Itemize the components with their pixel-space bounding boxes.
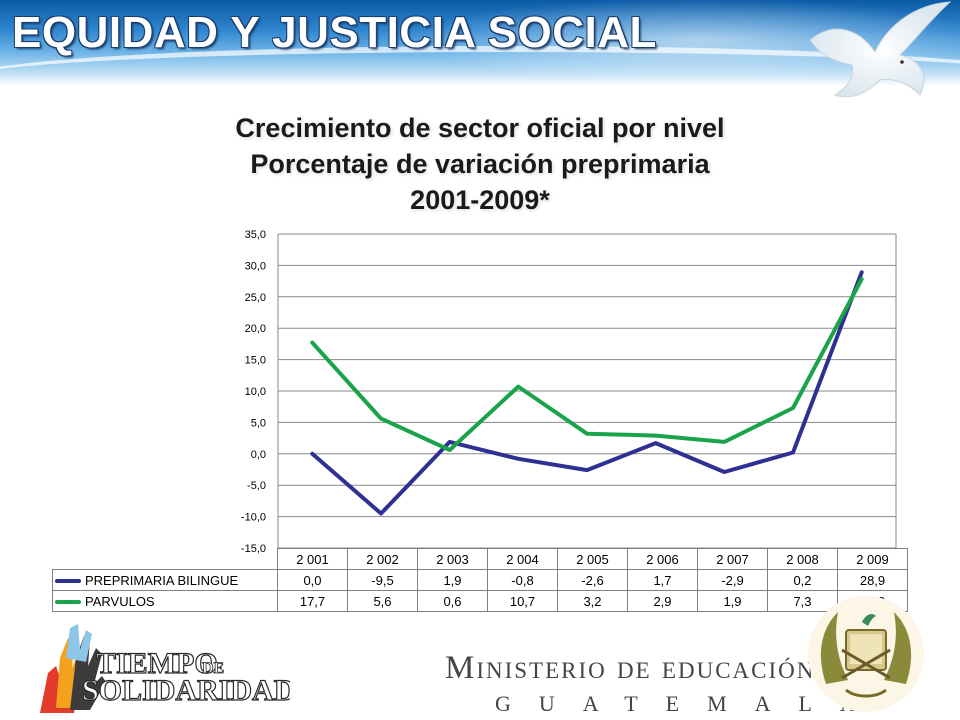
value-cell: 1,9 <box>697 590 768 612</box>
year-header-cell: 2 009 <box>837 548 908 570</box>
year-header-cell: 2 003 <box>417 548 488 570</box>
series-name-cell: PARVULOS <box>52 590 278 612</box>
dove-icon <box>809 1 952 98</box>
value-cell: 0,6 <box>417 590 488 612</box>
value-cell: 1,7 <box>627 569 698 591</box>
y-tick-label: 0,0 <box>251 449 266 461</box>
value-cell: 10,7 <box>487 590 558 612</box>
table-header-row: 2 001 2 002 2 003 2 004 2 005 2 006 2 007 2 008… <box>52 548 908 570</box>
value-cell: 17,7 <box>277 590 348 612</box>
hands-logo-icon: TIEMPO DE SOLIDARIDAD <box>40 624 290 713</box>
value-cell: 3,2 <box>557 590 628 612</box>
year-header-cell: 2 008 <box>767 548 838 570</box>
series-name: PARVULOS <box>85 593 155 609</box>
year-header-cell: 2 005 <box>557 548 628 570</box>
legend-swatch-preprimaria <box>55 579 81 584</box>
ministry-name: Ministerio de educación <box>445 650 816 686</box>
year-header-cell: 2 001 <box>277 548 348 570</box>
y-tick-label: 25,0 <box>245 292 266 304</box>
value-cell: 0,2 <box>767 569 838 591</box>
year-header-cell: 2 007 <box>697 548 768 570</box>
value-cell: -0,8 <box>487 569 558 591</box>
chart-title-line-3: 2001-2009* <box>410 185 550 215</box>
value-cell: -9,5 <box>347 569 418 591</box>
y-tick-label: 15,0 <box>245 355 266 367</box>
y-tick-label: 20,0 <box>245 323 266 335</box>
value-cell: 7,3 <box>767 590 838 612</box>
year-header-cell: 2 004 <box>487 548 558 570</box>
data-table: 2 001 2 002 2 003 2 004 2 005 2 006 2 007 2 008… <box>52 548 908 612</box>
header-banner: EQUIDAD Y JUSTICIA SOCIAL <box>0 0 960 86</box>
value-cell: 1,9 <box>417 569 488 591</box>
y-axis-ticks: 35,030,025,020,015,010,05,00,0-5,0-10,0-… <box>241 229 266 555</box>
chart-title-line-2: Porcentaje de variación preprimaria <box>250 149 710 179</box>
series-name: PREPRIMARIA BILINGUE <box>85 572 239 588</box>
ministry-country: GUATEMALA <box>495 691 884 716</box>
legend-swatch-parvulos <box>55 600 81 605</box>
year-header-cell: 2 002 <box>347 548 418 570</box>
value-cell: 28,9 <box>837 569 908 591</box>
chart-title: Crecimiento de sector oficial por nivel … <box>160 110 800 218</box>
table-row: PREPRIMARIA BILINGUE 0,0 -9,5 1,9 -0,8 -2,6 1… <box>52 569 908 591</box>
logo-text-top: TIEMPO <box>96 647 218 680</box>
series-name-cell: PREPRIMARIA BILINGUE <box>52 569 278 591</box>
ministry-block: Ministerio de educación GUATEMALA <box>445 650 884 717</box>
coat-of-arms-icon <box>808 596 924 712</box>
series-line-preprimaria-bilingue <box>310 270 864 516</box>
chart-title-line-1: Crecimiento de sector oficial por nivel <box>235 113 725 143</box>
y-tick-label: 5,0 <box>251 417 266 429</box>
logo-text-de: DE <box>202 660 224 677</box>
y-tick-label: 30,0 <box>245 260 266 272</box>
banner-swirl <box>0 46 960 86</box>
y-tick-label: -5,0 <box>247 480 266 492</box>
logo-text-bottom: SOLIDARIDAD <box>82 674 290 707</box>
value-cell: 0,0 <box>277 569 348 591</box>
value-cell: -2,6 <box>557 569 628 591</box>
table-corner <box>52 548 278 570</box>
y-tick-label: -10,0 <box>241 512 266 524</box>
series-lines <box>310 270 864 516</box>
series-line-parvulos <box>310 277 864 452</box>
value-cell: -2,9 <box>697 569 768 591</box>
value-cell: 2,9 <box>627 590 698 612</box>
page-title: EQUIDAD Y JUSTICIA SOCIAL <box>12 8 657 57</box>
value-cell: 5,6 <box>347 590 418 612</box>
y-tick-label: 35,0 <box>245 229 266 241</box>
y-tick-label: 10,0 <box>245 386 266 398</box>
table-row: PARVULOS 17,75,60,610,73,22,91,97,327,8 <box>52 590 908 612</box>
year-header-cell: 2 006 <box>627 548 698 570</box>
